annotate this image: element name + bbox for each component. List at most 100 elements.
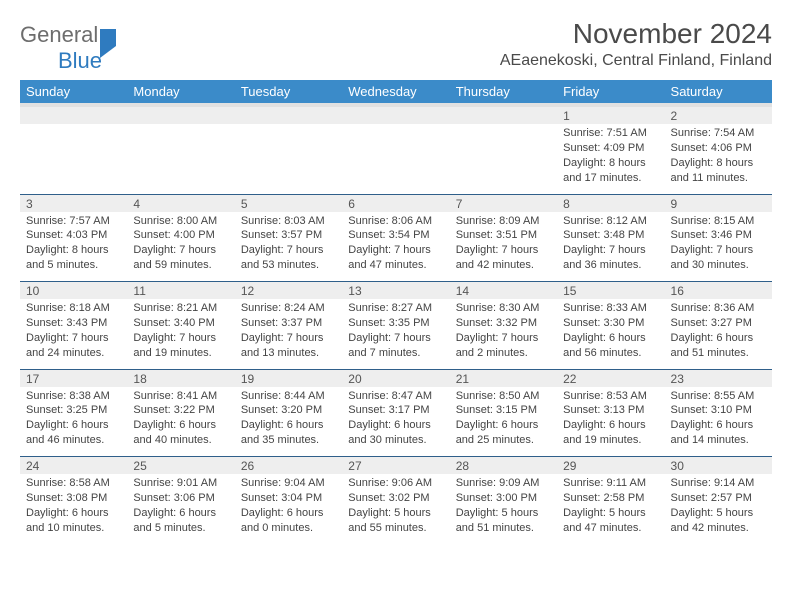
sunset-text: Sunset: 3:32 PM [456,316,551,331]
day-info: Sunrise: 8:06 AMSunset: 3:54 PMDaylight:… [342,212,449,282]
daylight-text: Daylight: 6 hours and 10 minutes. [26,506,121,536]
day-number: 23 [665,369,772,387]
day-header: Wednesday [342,80,449,105]
sunrise-text: Sunrise: 8:33 AM [563,301,658,316]
sunrise-text: Sunrise: 8:12 AM [563,214,658,229]
brand-part2: Blue [58,48,102,73]
sunrise-text: Sunrise: 7:57 AM [26,214,121,229]
sunrise-text: Sunrise: 7:54 AM [671,126,766,141]
day-number: 13 [342,282,449,300]
brand-part1: General [20,22,98,47]
day-number: 27 [342,457,449,475]
sunrise-text: Sunrise: 8:58 AM [26,476,121,491]
sunset-text: Sunset: 3:30 PM [563,316,658,331]
sunrise-text: Sunrise: 9:11 AM [563,476,658,491]
daylight-text: Daylight: 6 hours and 46 minutes. [26,418,121,448]
day-info: Sunrise: 8:41 AMSunset: 3:22 PMDaylight:… [127,387,234,457]
day-number: 17 [20,369,127,387]
day-info: Sunrise: 7:54 AMSunset: 4:06 PMDaylight:… [665,124,772,194]
sunrise-text: Sunrise: 8:15 AM [671,214,766,229]
day-info: Sunrise: 7:51 AMSunset: 4:09 PMDaylight:… [557,124,664,194]
day-header: Friday [557,80,664,105]
info-row: Sunrise: 8:58 AMSunset: 3:08 PMDaylight:… [20,474,772,541]
day-number: 25 [127,457,234,475]
daylight-text: Daylight: 6 hours and 25 minutes. [456,418,551,448]
month-title: November 2024 [500,18,772,50]
sunset-text: Sunset: 3:02 PM [348,491,443,506]
daynum-row: 24252627282930 [20,457,772,475]
daylight-text: Daylight: 7 hours and 19 minutes. [133,331,228,361]
calendar-table: Sunday Monday Tuesday Wednesday Thursday… [20,80,772,541]
daylight-text: Daylight: 8 hours and 11 minutes. [671,156,766,186]
sunrise-text: Sunrise: 8:21 AM [133,301,228,316]
sunrise-text: Sunrise: 8:09 AM [456,214,551,229]
day-number: 28 [450,457,557,475]
day-number: 4 [127,194,234,212]
day-info: Sunrise: 8:38 AMSunset: 3:25 PMDaylight:… [20,387,127,457]
sunrise-text: Sunrise: 8:41 AM [133,389,228,404]
sunset-text: Sunset: 4:09 PM [563,141,658,156]
sunrise-text: Sunrise: 8:30 AM [456,301,551,316]
header: General Blue November 2024 AEaenekoski, … [20,18,772,74]
sunset-text: Sunset: 3:17 PM [348,403,443,418]
sunset-text: Sunset: 3:06 PM [133,491,228,506]
daylight-text: Daylight: 7 hours and 36 minutes. [563,243,658,273]
day-info: Sunrise: 8:47 AMSunset: 3:17 PMDaylight:… [342,387,449,457]
day-number: 26 [235,457,342,475]
day-number: 5 [235,194,342,212]
daylight-text: Daylight: 5 hours and 55 minutes. [348,506,443,536]
brand-triangle-icon [100,29,116,58]
daynum-row: 10111213141516 [20,282,772,300]
daylight-text: Daylight: 7 hours and 30 minutes. [671,243,766,273]
sunset-text: Sunset: 3:20 PM [241,403,336,418]
sunset-text: Sunset: 3:46 PM [671,228,766,243]
sunrise-text: Sunrise: 8:03 AM [241,214,336,229]
daylight-text: Daylight: 8 hours and 17 minutes. [563,156,658,186]
day-number [127,105,234,124]
sunset-text: Sunset: 3:13 PM [563,403,658,418]
day-number: 2 [665,105,772,124]
day-number: 22 [557,369,664,387]
sunset-text: Sunset: 3:04 PM [241,491,336,506]
daylight-text: Daylight: 7 hours and 13 minutes. [241,331,336,361]
daylight-text: Daylight: 7 hours and 42 minutes. [456,243,551,273]
day-info: Sunrise: 9:14 AMSunset: 2:57 PMDaylight:… [665,474,772,541]
day-number: 9 [665,194,772,212]
sunset-text: Sunset: 3:37 PM [241,316,336,331]
day-info: Sunrise: 8:30 AMSunset: 3:32 PMDaylight:… [450,299,557,369]
day-number: 16 [665,282,772,300]
daylight-text: Daylight: 6 hours and 14 minutes. [671,418,766,448]
sunrise-text: Sunrise: 8:47 AM [348,389,443,404]
day-info: Sunrise: 9:01 AMSunset: 3:06 PMDaylight:… [127,474,234,541]
day-number: 10 [20,282,127,300]
daylight-text: Daylight: 7 hours and 2 minutes. [456,331,551,361]
day-info: Sunrise: 8:50 AMSunset: 3:15 PMDaylight:… [450,387,557,457]
daylight-text: Daylight: 6 hours and 30 minutes. [348,418,443,448]
day-number [342,105,449,124]
day-info [20,124,127,194]
daylight-text: Daylight: 6 hours and 51 minutes. [671,331,766,361]
brand-logo: General Blue [20,18,116,74]
sunrise-text: Sunrise: 8:00 AM [133,214,228,229]
sunset-text: Sunset: 3:43 PM [26,316,121,331]
day-number: 3 [20,194,127,212]
day-number [450,105,557,124]
sunset-text: Sunset: 3:35 PM [348,316,443,331]
day-header: Saturday [665,80,772,105]
sunset-text: Sunset: 3:48 PM [563,228,658,243]
day-info: Sunrise: 8:58 AMSunset: 3:08 PMDaylight:… [20,474,127,541]
daylight-text: Daylight: 5 hours and 42 minutes. [671,506,766,536]
sunset-text: Sunset: 2:58 PM [563,491,658,506]
day-info [342,124,449,194]
day-info: Sunrise: 8:12 AMSunset: 3:48 PMDaylight:… [557,212,664,282]
daylight-text: Daylight: 7 hours and 7 minutes. [348,331,443,361]
daylight-text: Daylight: 7 hours and 59 minutes. [133,243,228,273]
sunset-text: Sunset: 3:15 PM [456,403,551,418]
day-number: 15 [557,282,664,300]
day-number: 18 [127,369,234,387]
sunrise-text: Sunrise: 9:04 AM [241,476,336,491]
sunrise-text: Sunrise: 7:51 AM [563,126,658,141]
sunrise-text: Sunrise: 8:27 AM [348,301,443,316]
sunrise-text: Sunrise: 9:06 AM [348,476,443,491]
day-number [235,105,342,124]
